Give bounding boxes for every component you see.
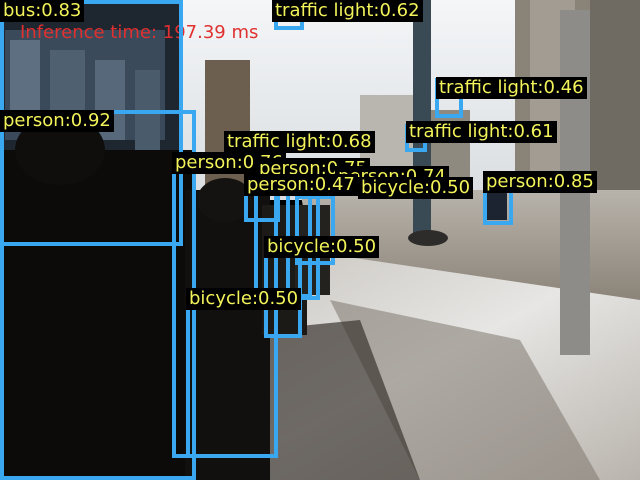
detection-label: bicycle:0.50: [358, 177, 474, 199]
detection-label: traffic light:0.46: [436, 77, 587, 99]
detection-label: traffic light:0.68: [224, 131, 375, 153]
detection-label: person:0.47: [244, 174, 358, 196]
detection-box-person-074: [295, 195, 335, 265]
detection-box-bicycle-050-b: [186, 290, 278, 458]
inference-time-text: Inference time: 197.39 ms: [20, 22, 259, 43]
detection-label: bicycle:0.50: [264, 236, 380, 258]
detection-label: person:0.92: [0, 110, 114, 132]
detection-label: bicycle:0.50: [186, 288, 302, 310]
detection-label: traffic light:0.62: [272, 0, 423, 22]
detection-label: person:0.85: [483, 171, 597, 193]
detection-box-person-092: [0, 110, 196, 480]
detection-label: bus:0.83: [0, 0, 85, 22]
detection-label: traffic light:0.61: [406, 121, 557, 143]
